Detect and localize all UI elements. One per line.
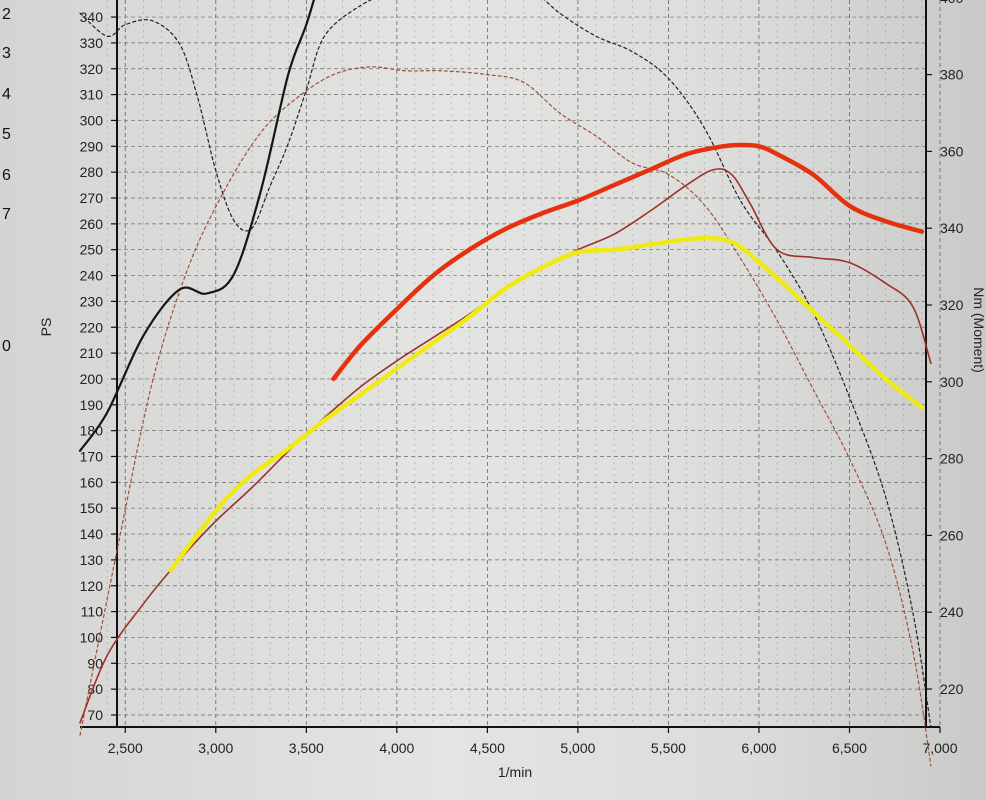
x-tick-label: 5,000 bbox=[560, 740, 595, 756]
left-tick-label: 150 bbox=[80, 500, 104, 516]
right-tick-label: 360 bbox=[940, 143, 964, 159]
left-tick-label: 310 bbox=[80, 87, 104, 103]
right-tick-label: 240 bbox=[940, 604, 964, 620]
left-axis-title: PS bbox=[38, 318, 54, 337]
x-tick-label: 3,500 bbox=[289, 740, 324, 756]
left-tick-label: 100 bbox=[80, 629, 104, 645]
left-tick-label: 120 bbox=[80, 578, 104, 594]
edge-fragment: 0 bbox=[2, 338, 11, 355]
right-tick-label: 380 bbox=[940, 67, 964, 83]
left-tick-label: 320 bbox=[80, 61, 104, 77]
left-tick-label: 70 bbox=[87, 707, 103, 723]
series-brown-dotted-torque bbox=[79, 66, 932, 767]
axes bbox=[80, 0, 940, 728]
edge-fragment: 7 bbox=[2, 206, 11, 223]
left-tick-label: 140 bbox=[80, 526, 104, 542]
left-tick-label: 230 bbox=[80, 293, 104, 309]
left-tick-label: 280 bbox=[80, 164, 104, 180]
left-tick-label: 340 bbox=[80, 9, 104, 25]
left-tick-label: 200 bbox=[80, 371, 104, 387]
x-tick-label: 6,500 bbox=[832, 740, 867, 756]
right-tick-label: 400 bbox=[940, 0, 964, 6]
right-tick-label: 220 bbox=[940, 681, 964, 697]
edge-fragment: 2 bbox=[2, 6, 11, 23]
x-tick-label: 4,500 bbox=[470, 740, 505, 756]
series-group bbox=[78, 0, 932, 767]
left-tick-label: 270 bbox=[80, 190, 104, 206]
right-tick-label: 260 bbox=[940, 527, 964, 543]
x-tick-label: 4,000 bbox=[379, 740, 414, 756]
left-tick-label: 130 bbox=[80, 552, 104, 568]
left-tick-label: 160 bbox=[80, 474, 104, 490]
right-tick-label: 300 bbox=[940, 374, 964, 390]
left-tick-label: 190 bbox=[80, 397, 104, 413]
right-axis-title: Nm (Moment) bbox=[971, 287, 986, 373]
left-tick-label: 240 bbox=[80, 268, 104, 284]
edge-fragment: 5 bbox=[2, 126, 11, 143]
right-tick-label: 280 bbox=[940, 451, 964, 467]
series-red-solid-power bbox=[331, 142, 925, 382]
grid bbox=[106, 0, 941, 727]
left-tick-label: 90 bbox=[87, 655, 103, 671]
left-edge-fragments: 2 3 4 5 6 7 0 bbox=[2, 6, 11, 355]
left-tick-label: 170 bbox=[80, 449, 104, 465]
left-y-ticks: 7080901001101201301401501601701801902002… bbox=[80, 9, 117, 723]
edge-fragment: 3 bbox=[2, 45, 11, 62]
edge-fragment: 6 bbox=[2, 167, 11, 184]
left-tick-label: 290 bbox=[80, 138, 104, 154]
left-tick-label: 220 bbox=[80, 319, 104, 335]
right-tick-label: 340 bbox=[940, 220, 964, 236]
edge-fragment: 4 bbox=[2, 86, 11, 103]
left-tick-label: 300 bbox=[80, 112, 104, 128]
left-tick-label: 330 bbox=[80, 35, 104, 51]
series-black-solid-torque bbox=[78, 0, 315, 452]
left-tick-label: 250 bbox=[80, 242, 104, 258]
x-tick-label: 5,500 bbox=[651, 740, 686, 756]
left-tick-label: 210 bbox=[80, 345, 104, 361]
x-tick-label: 2,500 bbox=[108, 740, 143, 756]
x-axis-title: 1/min bbox=[498, 764, 532, 780]
x-tick-label: 7,000 bbox=[922, 740, 957, 756]
x-tick-label: 6,000 bbox=[741, 740, 776, 756]
right-y-ticks: 2202402602803003203403603804004204404604… bbox=[926, 0, 964, 697]
right-tick-label: 320 bbox=[940, 297, 964, 313]
left-tick-label: 260 bbox=[80, 216, 104, 232]
left-tick-label: 110 bbox=[81, 604, 104, 620]
x-tick-label: 3,000 bbox=[198, 740, 233, 756]
series-yellow-solid-power bbox=[168, 235, 925, 573]
x-ticks: 2,500 3,000 3,500 4,000 4,500 5,000 5,500 6,000… bbox=[108, 727, 958, 756]
